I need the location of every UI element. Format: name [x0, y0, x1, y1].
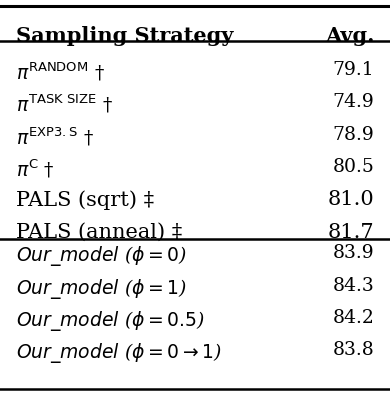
Text: 83.8: 83.8 — [333, 341, 374, 359]
Text: Sampling Strategy: Sampling Strategy — [16, 26, 233, 46]
Text: 84.2: 84.2 — [333, 309, 374, 327]
Text: 80.5: 80.5 — [333, 158, 374, 176]
Text: PALS (anneal) ‡: PALS (anneal) ‡ — [16, 223, 182, 242]
Text: Avg.: Avg. — [325, 26, 374, 46]
Text: 78.9: 78.9 — [333, 126, 374, 144]
Text: 83.9: 83.9 — [333, 244, 374, 262]
Text: 79.1: 79.1 — [333, 61, 374, 79]
Text: $\mathit{Our\_model}$ ($\phi = 0 \rightarrow 1$): $\mathit{Our\_model}$ ($\phi = 0 \righta… — [16, 341, 222, 365]
Text: $\pi^{\mathrm{RANDOM}}$ †: $\pi^{\mathrm{RANDOM}}$ † — [16, 61, 105, 84]
Text: $\mathit{Our\_model}$ ($\phi = 1$): $\mathit{Our\_model}$ ($\phi = 1$) — [16, 277, 187, 301]
Text: 81.7: 81.7 — [328, 223, 374, 242]
Text: 81.0: 81.0 — [328, 190, 374, 209]
Text: 74.9: 74.9 — [333, 93, 374, 112]
Text: $\pi^{\mathrm{C}}$ †: $\pi^{\mathrm{C}}$ † — [16, 158, 54, 180]
Text: $\mathit{Our\_model}$ ($\phi = 0.5$): $\mathit{Our\_model}$ ($\phi = 0.5$) — [16, 309, 205, 333]
Text: $\pi^{\mathrm{EXP3.S}}$ †: $\pi^{\mathrm{EXP3.S}}$ † — [16, 126, 94, 148]
Text: PALS (sqrt) ‡: PALS (sqrt) ‡ — [16, 190, 154, 210]
Text: $\pi^{\mathrm{TASK\ SIZE}}$ †: $\pi^{\mathrm{TASK\ SIZE}}$ † — [16, 93, 113, 116]
Text: 84.3: 84.3 — [333, 277, 374, 295]
Text: $\mathit{Our\_model}$ ($\phi = 0$): $\mathit{Our\_model}$ ($\phi = 0$) — [16, 244, 187, 268]
